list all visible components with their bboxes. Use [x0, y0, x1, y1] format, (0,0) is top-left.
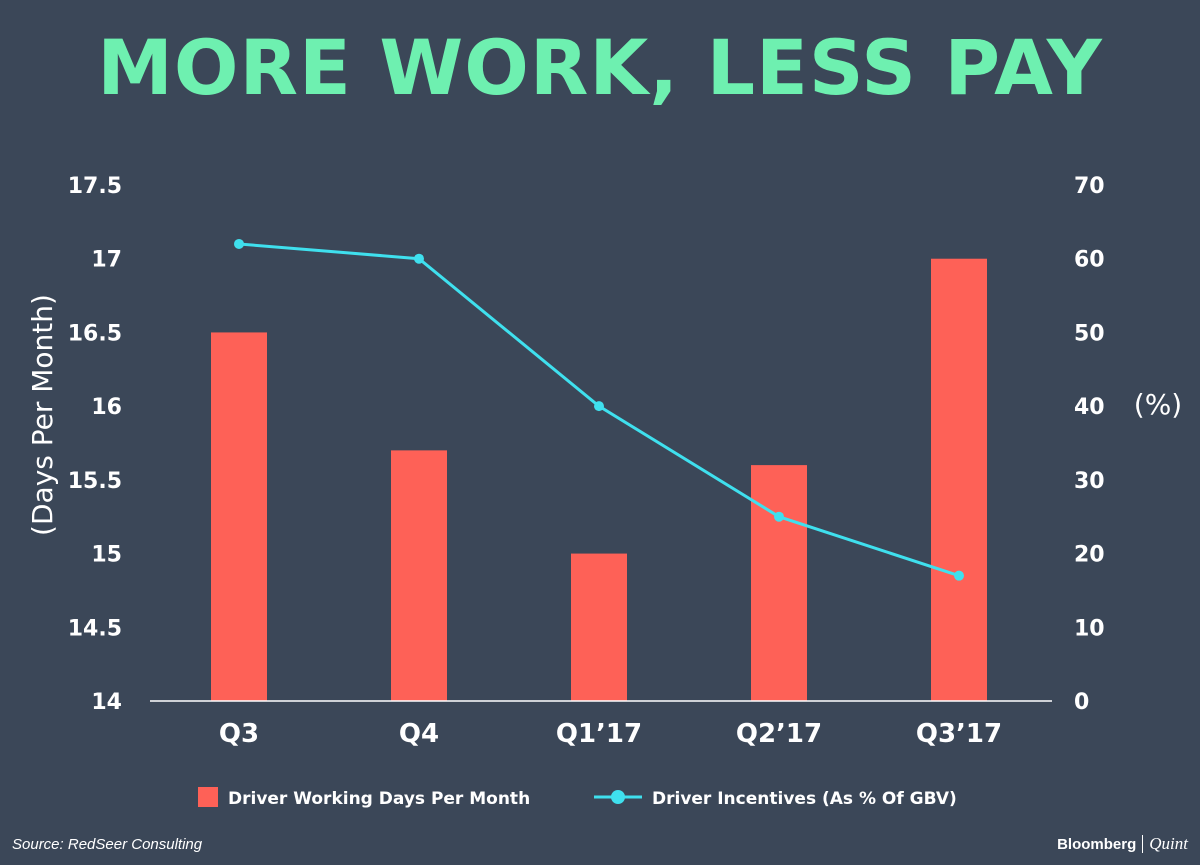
right-tick-label: 10: [1074, 616, 1105, 641]
source-note: Source: RedSeer Consulting: [12, 836, 203, 853]
line-point: [954, 570, 964, 581]
category-label: Q3: [219, 719, 259, 749]
left-axis-title: (Days Per Month): [26, 294, 59, 536]
right-axis-ticks: 70 60 50 40 30 20 10 0: [1074, 174, 1105, 715]
category-label: Q2’17: [736, 719, 822, 749]
legend-bar-swatch: [198, 787, 218, 807]
brand-logo: Bloomberg Quint: [1057, 834, 1188, 854]
chart-title: MORE WORK, LESS PAY: [97, 23, 1103, 112]
category-label: Q1’17: [556, 719, 642, 749]
line-point: [594, 401, 604, 412]
legend-line-label: Driver Incentives (As % Of GBV): [652, 789, 957, 809]
right-tick-label: 20: [1074, 543, 1105, 568]
bar-series: [211, 258, 987, 701]
right-tick-label: 50: [1074, 321, 1105, 346]
left-tick-label: 16: [91, 395, 122, 420]
line-point: [774, 511, 784, 522]
line-point: [414, 253, 424, 264]
left-tick-label: 15: [91, 543, 122, 568]
right-axis-title: (%): [1134, 388, 1182, 421]
right-tick-label: 60: [1074, 248, 1105, 273]
legend-bar-label: Driver Working Days Per Month: [228, 789, 530, 809]
left-axis-ticks: 17.5 17 16.5 16 15.5 15 14.5 14: [68, 174, 122, 715]
right-tick-label: 70: [1074, 174, 1105, 199]
left-tick-label: 17: [91, 248, 122, 273]
legend-line-marker: [611, 790, 625, 804]
right-tick-label: 0: [1074, 690, 1089, 715]
left-tick-label: 17.5: [68, 174, 122, 199]
right-tick-label: 30: [1074, 469, 1105, 494]
right-tick-label: 40: [1074, 395, 1105, 420]
brand-divider: [1142, 835, 1144, 853]
bar: [211, 332, 267, 701]
category-label: Q4: [399, 719, 439, 749]
bar: [391, 450, 447, 701]
category-labels: Q3 Q4 Q1’17 Q2’17 Q3’17: [219, 719, 1002, 749]
line-point: [234, 238, 244, 249]
left-tick-label: 14: [91, 690, 122, 715]
line-series: [234, 238, 964, 581]
brand-quint: Quint: [1149, 834, 1188, 853]
bar: [751, 465, 807, 701]
bar: [931, 258, 987, 701]
bar: [571, 553, 627, 701]
brand-bloomberg: Bloomberg: [1057, 835, 1137, 853]
left-tick-label: 16.5: [68, 321, 122, 346]
left-tick-label: 15.5: [68, 469, 122, 494]
left-tick-label: 14.5: [68, 616, 122, 641]
legend: Driver Working Days Per Month Driver Inc…: [198, 787, 957, 809]
category-label: Q3’17: [916, 719, 1002, 749]
